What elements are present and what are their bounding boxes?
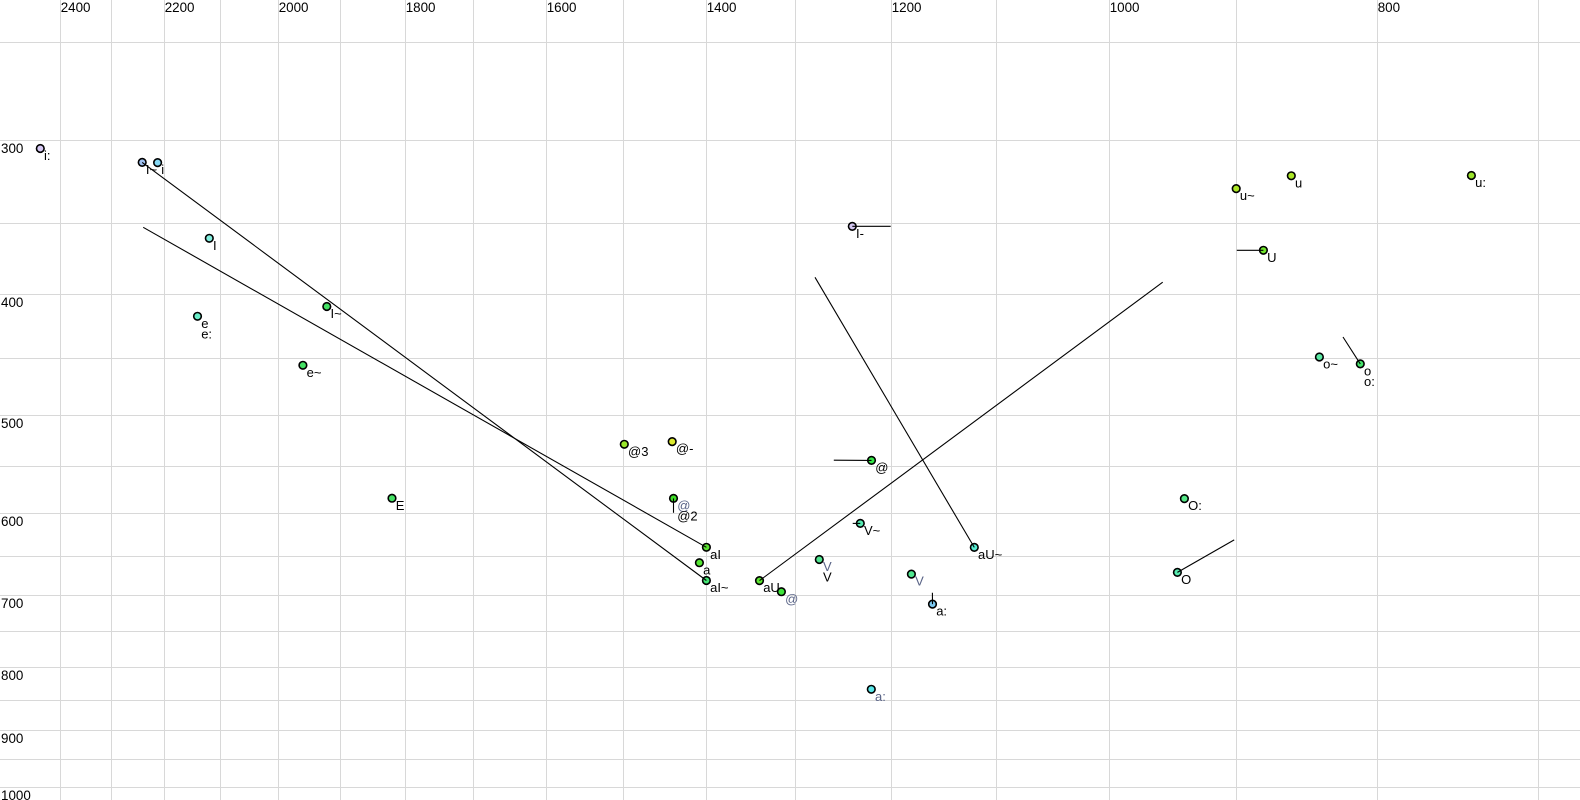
svg-text:O:: O: [1188, 498, 1202, 513]
svg-text:600: 600 [1, 514, 23, 529]
svg-text:800: 800 [1, 668, 23, 683]
svg-text:U: U [1267, 250, 1276, 265]
svg-text:aI: aI [710, 547, 721, 562]
svg-text:900: 900 [1, 731, 23, 746]
svg-text:aU~: aU~ [978, 547, 1003, 562]
svg-text:I~: I~ [331, 306, 343, 321]
svg-text:aI~: aI~ [710, 580, 729, 595]
svg-text:1800: 1800 [406, 0, 436, 15]
svg-text:@: @ [677, 498, 690, 513]
svg-text:V: V [823, 570, 832, 585]
svg-text:i:: i: [44, 148, 51, 163]
svg-text:e~: e~ [307, 365, 322, 380]
svg-text:a: a [703, 562, 711, 577]
svg-text:a:: a: [875, 689, 886, 704]
svg-text:V~: V~ [864, 523, 881, 538]
svg-text:2000: 2000 [279, 0, 309, 15]
svg-text:a:: a: [936, 604, 947, 619]
svg-text:o~: o~ [1323, 357, 1338, 372]
svg-text:@-: @- [676, 441, 694, 456]
svg-text:800: 800 [1378, 0, 1400, 15]
svg-text:u:: u: [1475, 175, 1486, 190]
svg-text:o: o [1364, 364, 1371, 379]
svg-text:700: 700 [1, 596, 23, 611]
svg-text:V: V [915, 574, 924, 589]
svg-text:300: 300 [1, 141, 23, 156]
svg-text:e: e [201, 316, 208, 331]
svg-text:2400: 2400 [61, 0, 91, 15]
svg-text:400: 400 [1, 295, 23, 310]
svg-text:1000: 1000 [1, 788, 31, 800]
svg-text:1600: 1600 [547, 0, 577, 15]
svg-text:e:: e: [201, 326, 212, 341]
svg-text:@2: @2 [677, 508, 697, 523]
svg-text:500: 500 [1, 416, 23, 431]
svg-text:O: O [1181, 572, 1191, 587]
svg-text:aU: aU [763, 580, 780, 595]
svg-text:1000: 1000 [1110, 0, 1140, 15]
svg-text:i: i [161, 162, 164, 177]
svg-text:u~: u~ [1240, 188, 1255, 203]
svg-text:1400: 1400 [707, 0, 737, 15]
svg-text:1200: 1200 [892, 0, 922, 15]
svg-text:@3: @3 [628, 444, 648, 459]
svg-text:2200: 2200 [165, 0, 195, 15]
svg-text:E: E [396, 498, 405, 513]
svg-text:V: V [823, 559, 832, 574]
svg-text:I-: I- [856, 226, 864, 241]
svg-text:@: @ [785, 591, 798, 606]
svg-text:I: I [213, 238, 217, 253]
svg-text:@: @ [875, 460, 888, 475]
svg-text:o:: o: [1364, 374, 1375, 389]
svg-text:I~: I~ [146, 162, 158, 177]
svg-text:u: u [1295, 175, 1302, 190]
